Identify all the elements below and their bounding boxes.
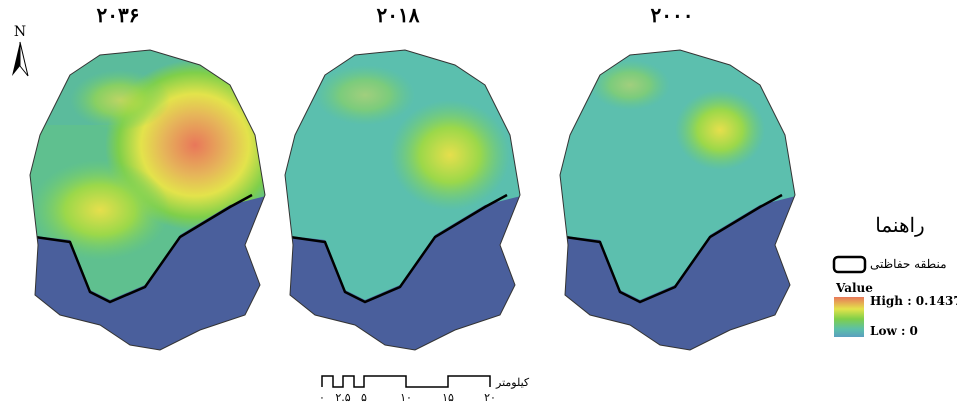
- legend-high: High : 0.143724: [870, 294, 957, 308]
- map-title: ۲۰۰۰: [651, 3, 694, 27]
- map-panel: [284, 49, 521, 351]
- legend-title: راهنما: [875, 213, 924, 237]
- legend-boundary: منطقه حفاظتی: [870, 257, 947, 271]
- north-arrow: N: [12, 24, 29, 77]
- map-title: ۲۰۱۸: [377, 3, 420, 27]
- scale-tick: ۱۰: [400, 391, 412, 404]
- map-panel: [29, 49, 266, 351]
- scale-bar: کیلومتر ۰ ۲.۵ ۵ ۱۰ ۱۵ ۲۰: [319, 375, 530, 404]
- scale-unit: کیلومتر: [495, 376, 530, 389]
- scale-tick: ۱۵: [442, 391, 454, 404]
- map-panel: [559, 49, 796, 351]
- boundary-swatch: [832, 255, 867, 274]
- legend: راهنما منطقه حفاظتی Value High : 0.14372…: [832, 213, 957, 338]
- scale-tick: ۲.۵: [335, 391, 350, 404]
- north-label: N: [14, 24, 26, 40]
- scale-tick: ۵: [361, 391, 367, 404]
- legend-low: Low : 0: [870, 324, 918, 338]
- map-title: ۲۰۳۶: [97, 3, 140, 27]
- scale-tick: ۲۰: [484, 391, 496, 404]
- legend-value-title: Value: [835, 281, 873, 295]
- scale-tick: ۰: [319, 391, 325, 404]
- value-ramp: [834, 297, 864, 337]
